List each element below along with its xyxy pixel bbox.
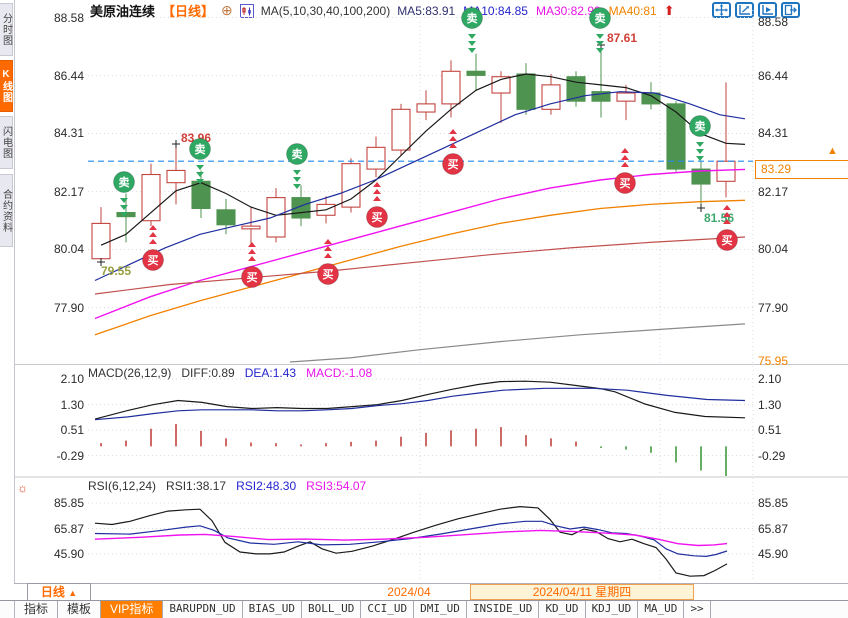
period-tag: 【日线】	[162, 4, 215, 19]
x-axis-row: 日线 ▲ 2024/04 2024/04/11 星期四	[14, 583, 848, 601]
circle-plus-icon[interactable]: ⊕	[221, 2, 233, 18]
axis-chart-icon[interactable]	[758, 2, 777, 18]
y-axis-label: 45.90	[758, 547, 789, 561]
rsi-title: RSI(6,12,24)	[88, 479, 157, 493]
ma-value: MA5:83.91	[397, 3, 456, 18]
ma-value: MA10:84.85	[463, 3, 528, 18]
ma-values: MA5:83.91 MA10:84.85 MA30:82.99 MA40:81	[397, 4, 657, 18]
macd-values: DIFF:0.89 DEA:1.43 MACD:-1.08	[181, 366, 372, 380]
y-axis-label: 45.90	[53, 547, 84, 561]
indicator-tab->>[interactable]: >>	[684, 601, 711, 618]
macd-dea-line	[94, 387, 746, 421]
y-axis-label: 77.90	[53, 301, 84, 315]
rsi3-line	[94, 529, 728, 547]
y-axis-label: 77.90	[758, 301, 789, 315]
indicator-tabs-bar: 指标 模板 VIP指标 BARUPDN_UD BIAS_UD BOLL_UD CCI_UD D…	[0, 600, 848, 618]
y-axis-label: 85.85	[53, 496, 84, 510]
x-axis-current-date-label: 2024/04/11 星期四	[470, 584, 694, 600]
indicator-value: DEA:1.43	[244, 366, 297, 380]
indicator-tab-INSIDE_UD[interactable]: INSIDE_UD	[467, 601, 540, 618]
macd-diff-line	[94, 380, 746, 420]
sidebar-tab-分时图[interactable]: 分时图	[0, 3, 13, 56]
y-axis-label: 82.17	[53, 185, 84, 199]
macd-title: MACD(26,12,9)	[88, 366, 172, 380]
indicator-tab-KDJ_UD[interactable]: KDJ_UD	[586, 601, 639, 618]
indicator-tab-DMI_UD[interactable]: DMI_UD	[414, 601, 467, 618]
indicator-value: MACD:-1.08	[306, 366, 373, 380]
y-axis-label: -0.29	[758, 449, 786, 463]
indicator-value: RSI3:54.07	[306, 479, 367, 493]
ma-value: MA30:82.99	[535, 3, 601, 18]
indicator-tab-BOLL_UD[interactable]: BOLL_UD	[302, 601, 362, 618]
indicator-tab-BIAS_UD[interactable]: BIAS_UD	[243, 601, 302, 618]
x-axis-date-label: 2024/04	[387, 585, 431, 599]
y-axis-label: 1.30	[60, 398, 84, 412]
sidebar-tab-K线图[interactable]: K线图	[0, 60, 13, 112]
y-axis-label: 65.87	[53, 522, 84, 536]
y-axis-label: 82.17	[758, 185, 789, 199]
y-axis-label: 80.04	[53, 242, 84, 256]
indicator-value: DIFF:0.89	[181, 366, 235, 380]
pan-crosshair-icon[interactable]	[712, 2, 731, 18]
indicator-tab-VIP指标[interactable]: VIP指标	[101, 601, 164, 618]
macd-header: MACD(26,12,9) DIFF:0.89 DEA:1.43 MACD:-1.0…	[88, 366, 372, 380]
rsi1-line	[94, 505, 728, 577]
chart-header: 美原油连续 【日线】 ⊕ MA(5,10,30,40,100,200) MA5:…	[90, 2, 675, 19]
ma-formula: MA(5,10,30,40,100,200)	[260, 3, 391, 18]
chevron-up-icon: ▲	[68, 588, 78, 598]
y-axis-label: 84.31	[758, 126, 789, 140]
ma-value: MA40:81	[608, 3, 657, 18]
kline-mini-icon	[239, 3, 254, 18]
indicator-tab-BARUPDN_UD[interactable]: BARUPDN_UD	[163, 601, 243, 618]
y-axis-label: 0.51	[60, 423, 84, 437]
period-dropdown-button[interactable]: 日线 ▲	[27, 583, 91, 601]
rsi-header: RSI(6,12,24) RSI1:38.17 RSI2:48.30 RSI3:54…	[88, 479, 366, 493]
indicator-tab-CCI_UD[interactable]: CCI_UD	[361, 601, 415, 618]
y-axis-label: 2.10	[758, 372, 782, 386]
indicator-settings-icon[interactable]: ☼	[17, 481, 28, 495]
y-axis-label: 0.51	[758, 423, 782, 437]
y-axis-label: 1.30	[758, 398, 782, 412]
tabs-spacer	[0, 601, 15, 618]
current-price-tag: 83.29	[755, 160, 848, 179]
sidebar-tab-闪电图[interactable]: 闪电图	[0, 116, 13, 169]
rsi-values: RSI1:38.17 RSI2:48.30 RSI3:54.07	[166, 479, 366, 493]
y-axis-label: 80.04	[758, 242, 789, 256]
y-axis-label: 65.87	[758, 522, 789, 536]
current-price-value: 83.29	[761, 162, 792, 176]
y-axis-label: -0.29	[56, 449, 84, 463]
symbol-name: 美原油连续	[90, 4, 156, 19]
axis-arrow-icon[interactable]	[735, 2, 754, 18]
y-axis-label: 86.44	[53, 69, 84, 83]
y-axis-label: 84.31	[53, 126, 84, 140]
indicator-value: RSI1:38.17	[166, 479, 227, 493]
y-axis-label: 2.10	[60, 372, 84, 386]
price-up-arrow-icon: ▲	[827, 145, 838, 157]
y-axis-label: 88.58	[53, 11, 84, 25]
rsi2-line	[94, 520, 728, 558]
indicator-tab-MA_UD[interactable]: MA_UD	[638, 601, 685, 618]
left-sidebar: 分时图 K线图闪电图合约资料	[0, 0, 15, 583]
chart-toolbar	[712, 2, 800, 18]
indicator-tab-KD_UD[interactable]: KD_UD	[539, 601, 586, 618]
y-axis-label: 86.44	[758, 69, 789, 83]
y-axis-label: 75.95	[758, 354, 789, 368]
indicator-tab-模板[interactable]: 模板	[58, 601, 102, 618]
chart-plot-area[interactable]	[88, 20, 755, 364]
sidebar-tab-合约资料[interactable]: 合约资料	[0, 174, 13, 247]
trend-up-arrow-icon: ⬆	[663, 2, 675, 18]
export-icon[interactable]	[781, 2, 800, 18]
y-axis-label: 85.85	[758, 496, 789, 510]
indicator-value: RSI2:48.30	[236, 479, 297, 493]
indicator-tab-指标[interactable]: 指标	[15, 601, 59, 618]
